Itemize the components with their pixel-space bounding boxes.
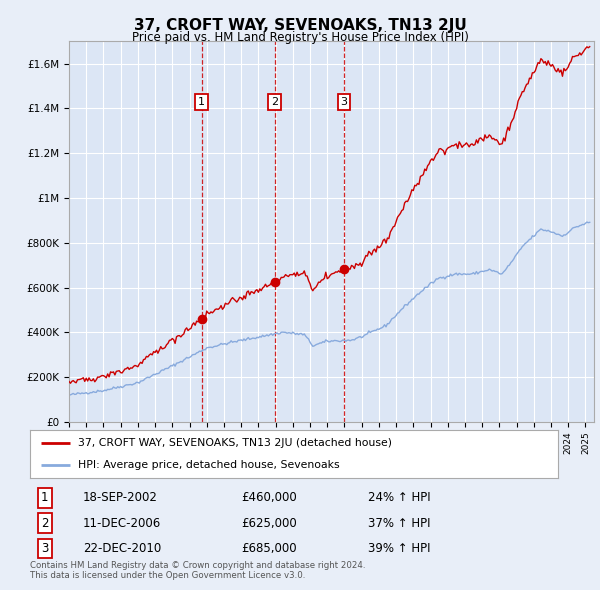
Text: 37, CROFT WAY, SEVENOAKS, TN13 2JU: 37, CROFT WAY, SEVENOAKS, TN13 2JU — [134, 18, 466, 32]
Text: £685,000: £685,000 — [241, 542, 297, 555]
Text: 2: 2 — [271, 97, 278, 107]
Text: £460,000: £460,000 — [241, 491, 297, 504]
Text: 2: 2 — [41, 517, 49, 530]
Text: 37% ↑ HPI: 37% ↑ HPI — [368, 517, 430, 530]
Text: 39% ↑ HPI: 39% ↑ HPI — [368, 542, 430, 555]
Text: £625,000: £625,000 — [241, 517, 297, 530]
Text: 24% ↑ HPI: 24% ↑ HPI — [368, 491, 431, 504]
Text: 3: 3 — [340, 97, 347, 107]
Text: Contains HM Land Registry data © Crown copyright and database right 2024.: Contains HM Land Registry data © Crown c… — [30, 560, 365, 569]
Text: 1: 1 — [198, 97, 205, 107]
Text: 37, CROFT WAY, SEVENOAKS, TN13 2JU (detached house): 37, CROFT WAY, SEVENOAKS, TN13 2JU (deta… — [77, 438, 392, 448]
Text: 3: 3 — [41, 542, 49, 555]
Text: HPI: Average price, detached house, Sevenoaks: HPI: Average price, detached house, Seve… — [77, 460, 339, 470]
Text: Price paid vs. HM Land Registry's House Price Index (HPI): Price paid vs. HM Land Registry's House … — [131, 31, 469, 44]
Text: 18-SEP-2002: 18-SEP-2002 — [83, 491, 158, 504]
Text: 22-DEC-2010: 22-DEC-2010 — [83, 542, 161, 555]
Text: 1: 1 — [41, 491, 49, 504]
Text: 11-DEC-2006: 11-DEC-2006 — [83, 517, 161, 530]
Text: This data is licensed under the Open Government Licence v3.0.: This data is licensed under the Open Gov… — [30, 571, 305, 579]
